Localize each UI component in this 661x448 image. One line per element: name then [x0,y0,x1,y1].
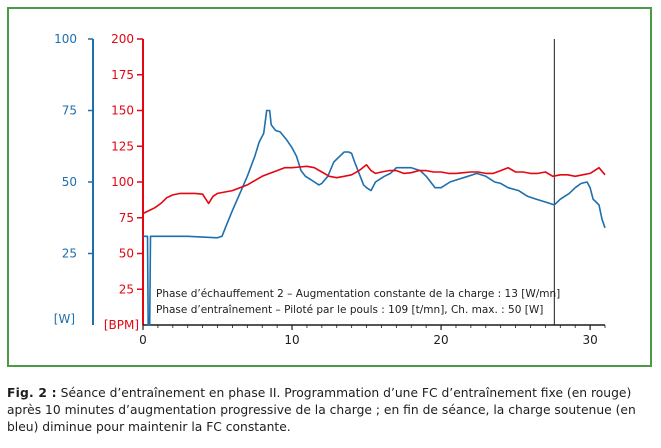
right-tick-label: 200 [111,32,134,46]
right-tick-label: 25 [119,282,134,296]
annotation-training: Phase d’entraînement – Piloté par le pou… [156,304,543,316]
left-tick-label: 50 [62,175,77,189]
right-tick-label: 150 [111,104,134,118]
figure-frame: 25 50 75 100 [W] 25 50 75 100 125 150 175 200 [BPM] 0 1… [7,7,652,367]
left-tick-label: 25 [62,247,77,261]
right-tick-label: 50 [119,247,134,261]
x-tick-label: 20 [433,333,448,347]
caption-label: Fig. 2 : [7,386,57,400]
caption-text: Séance d’entraînement en phase II. Progr… [7,386,636,434]
figure-caption: Fig. 2 : Séance d’entraînement en phase … [7,385,657,436]
left-tick-label: 100 [54,32,77,46]
chart-axes [92,39,605,326]
chart-annotations: Phase d’échauffement 2 – Augmentation co… [156,288,560,316]
right-tick-label: 175 [111,68,134,82]
heart-rate-line [142,164,606,215]
left-axis-unit: [W] [54,312,75,326]
x-tick-label: 0 [139,333,147,347]
right-tick-label: 125 [111,139,134,153]
load-watts-line [143,109,606,326]
right-axis-unit: [BPM] [104,318,139,332]
annotation-warmup: Phase d’échauffement 2 – Augmentation co… [156,288,560,300]
chart-series [142,109,606,326]
left-tick-label: 75 [62,104,77,118]
chart-ticks: 25 50 75 100 [W] 25 50 75 100 125 150 175 200 [BPM]0 1… [54,32,606,347]
x-tick-label: 30 [582,333,597,347]
right-tick-label: 100 [111,175,134,189]
chart: 25 50 75 100 [W] 25 50 75 100 125 150 175 200 [BPM]0 1… [54,32,606,347]
right-tick-label: 75 [119,211,134,225]
x-tick-label: 10 [284,333,299,347]
